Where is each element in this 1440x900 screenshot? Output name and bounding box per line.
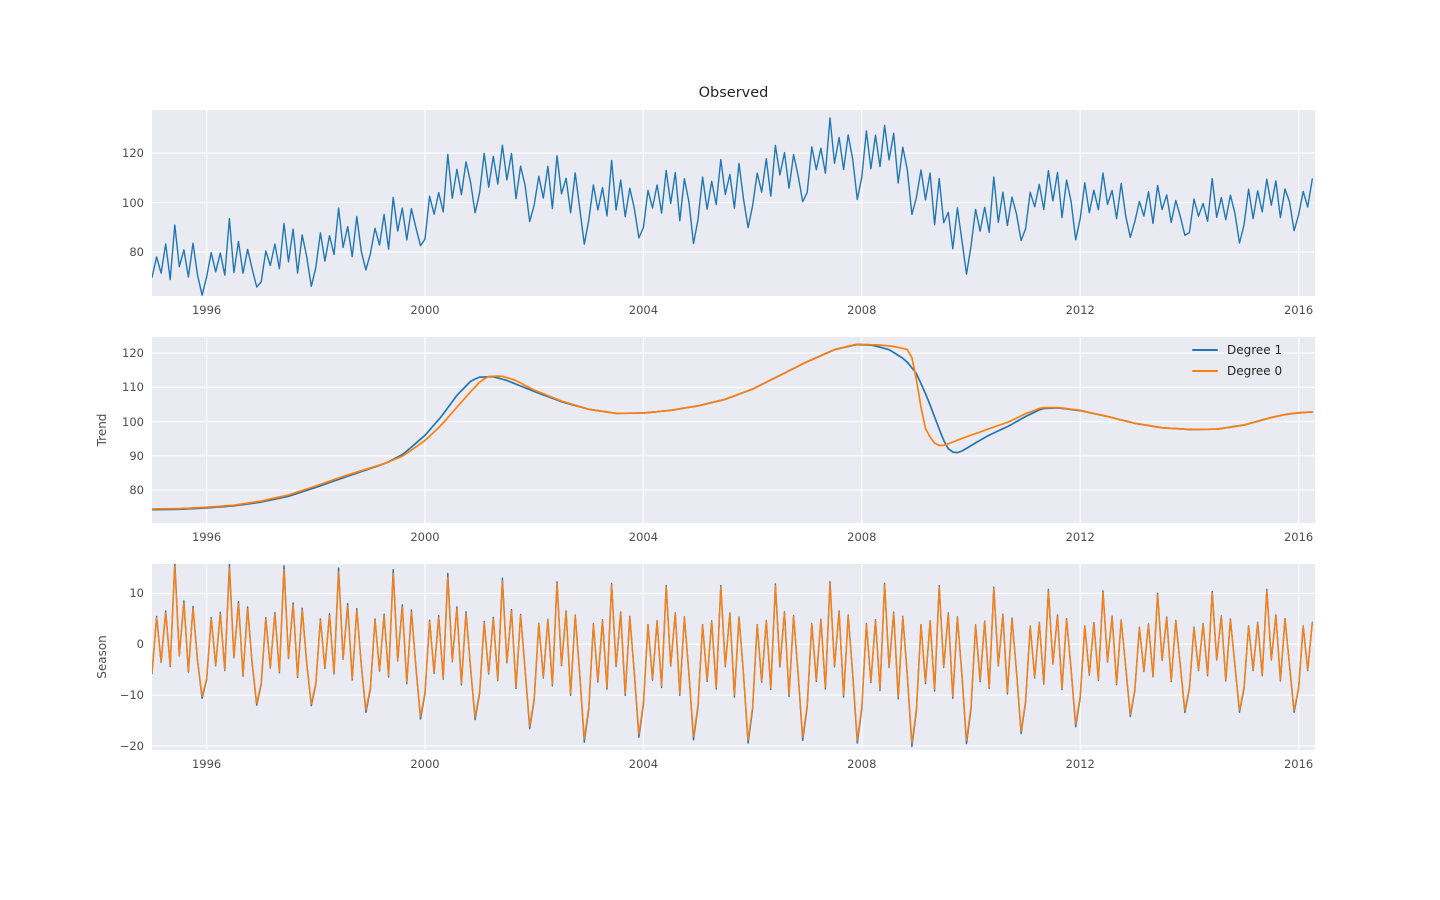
ytick-label: −10	[119, 688, 144, 703]
xtick-label: 2016	[1283, 530, 1314, 544]
xtick-label: 2000	[410, 530, 440, 544]
ytick-label: 100	[122, 195, 144, 210]
axes-trend	[152, 337, 1315, 523]
ytick-label: 90	[129, 448, 144, 463]
series-line-degree-0	[152, 343, 1314, 510]
xtick-label: 2012	[1065, 757, 1095, 771]
plot-area-trend	[152, 337, 1315, 523]
xtick-label: 2012	[1065, 303, 1095, 317]
xtick-label: 2004	[628, 303, 659, 317]
xtick-label: 2016	[1283, 757, 1314, 771]
ytick-label: 120	[122, 346, 144, 361]
plot-area-season	[152, 564, 1315, 750]
degree1-line-swatch	[1192, 348, 1218, 352]
legend-entry-degree0: Degree 0	[1192, 363, 1282, 379]
legend-label-degree1: Degree 1	[1227, 343, 1283, 357]
xtick-label: 2000	[410, 303, 440, 317]
series-line-degree-1	[152, 343, 1314, 511]
xtick-label: 2016	[1283, 303, 1314, 317]
xtick-label: 1996	[191, 757, 222, 771]
ytick-label: 0	[136, 637, 144, 652]
degree0-line-swatch	[1192, 369, 1218, 373]
xtick-label: 2012	[1065, 530, 1095, 544]
series-line-degree-0	[152, 565, 1313, 744]
xtick-label: 2004	[628, 757, 659, 771]
xtick-label: 2008	[847, 303, 877, 317]
xtick-label: 2000	[410, 757, 440, 771]
legend-entry-degree1: Degree 1	[1192, 342, 1282, 358]
ytick-label: 10	[129, 586, 144, 601]
xtick-label: 2008	[847, 757, 877, 771]
legend-label-degree0: Degree 0	[1227, 364, 1283, 378]
series-line-observed	[152, 117, 1313, 296]
ytick-label: 110	[122, 380, 144, 395]
xtick-label: 1996	[191, 530, 222, 544]
ytick-label: 80	[129, 244, 144, 259]
legend: Degree 1 Degree 0	[1192, 342, 1282, 379]
xtick-label: 2004	[628, 530, 659, 544]
plot-title: Observed	[698, 85, 769, 101]
ytick-label: 120	[122, 146, 144, 161]
xtick-label: 2008	[847, 530, 877, 544]
xtick-label: 1996	[191, 303, 222, 317]
ytick-label: 80	[129, 483, 144, 498]
ytick-label: −20	[119, 738, 144, 753]
ytick-label: 100	[122, 414, 144, 429]
axes-season	[152, 564, 1315, 750]
axes-observed	[152, 110, 1315, 296]
plot-area-observed	[152, 110, 1315, 296]
